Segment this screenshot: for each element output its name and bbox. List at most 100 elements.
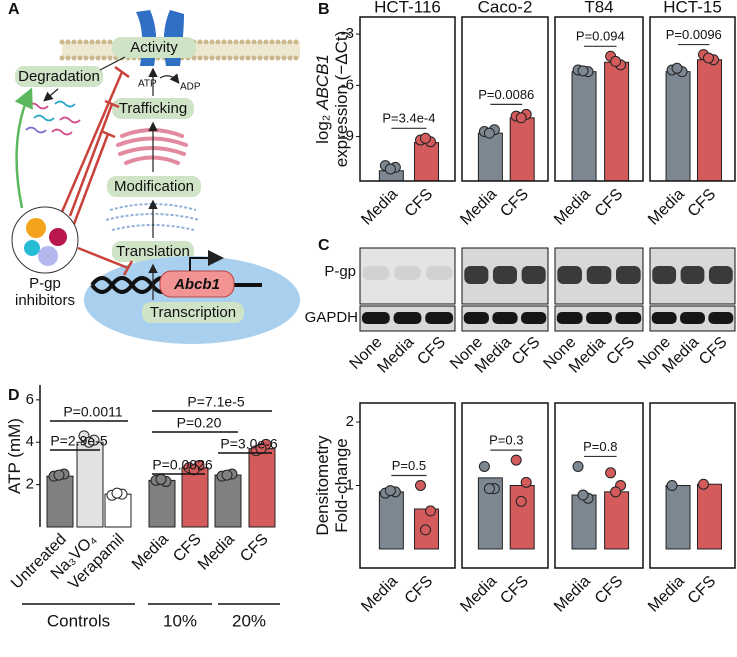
bar (697, 59, 722, 182)
degradation-arrow (14, 87, 33, 209)
data-point (605, 467, 617, 479)
y-axis-label: Fold-change (332, 438, 351, 533)
data-point (420, 524, 431, 536)
x-tick-label: Media (551, 186, 594, 229)
data-point (666, 480, 678, 491)
data-point (221, 469, 233, 481)
x-tick-label: CFS (592, 186, 627, 221)
lane-label: CFS (509, 334, 544, 369)
facet-frame (461, 402, 549, 569)
blot-band (464, 266, 489, 284)
trafficking-box (112, 98, 194, 119)
data-point (577, 489, 589, 501)
data-point (698, 478, 709, 490)
panel-label: A (8, 1, 20, 18)
x-tick-label: Media (195, 531, 238, 574)
gene-box (159, 270, 235, 298)
facet-frame (554, 16, 644, 182)
tss-arrow (189, 250, 224, 271)
data-point (478, 460, 490, 472)
data-point (53, 469, 65, 481)
y-tick-label: 6 (26, 391, 34, 408)
trafficking-label: Trafficking (119, 100, 187, 117)
x-tick-label: CFS (685, 573, 720, 608)
data-point (610, 55, 622, 67)
y-axis-label-part: Densitometry (313, 435, 332, 536)
data-point (425, 505, 436, 517)
data-point (577, 65, 589, 77)
blot-band (708, 312, 734, 324)
panel-label: C (318, 237, 330, 254)
bar (378, 491, 404, 550)
blot-band (708, 266, 733, 284)
blot-band (615, 312, 642, 324)
blot-band (586, 266, 612, 284)
y-tick-label: -9 (341, 128, 354, 145)
facet-title: HCT-116 (374, 0, 441, 16)
data-point (515, 495, 527, 507)
bar (477, 132, 503, 182)
inhibitor (24, 240, 40, 256)
p-value-label: P=0.3 (489, 433, 523, 448)
y-axis-label-part: expression (−ΔCt) (332, 31, 351, 168)
group-label: 10% (163, 611, 197, 630)
lane-label: CFS (414, 334, 449, 369)
dna (90, 276, 174, 294)
p-value-label: P=0.0011 (63, 404, 123, 420)
bar (665, 485, 691, 550)
y-tick-label: 1 (346, 476, 354, 493)
x-tick-label: CFS (237, 531, 272, 566)
gene-label: Abcb1 (173, 276, 220, 293)
panel-label: B (318, 1, 330, 18)
blot-band (680, 312, 705, 324)
y-axis-label-part: ATP (mM) (5, 418, 24, 494)
blot-band (651, 312, 677, 324)
inhibitor-label: P-gp (29, 275, 61, 292)
p-value-label: P=7.1e-5 (187, 394, 244, 410)
blot-band (521, 266, 546, 284)
y-axis-label-part: ABCB1 (313, 54, 332, 111)
y-axis-label: expression (−ΔCt) (332, 31, 351, 168)
p-value-label: P=0.0086 (478, 87, 534, 102)
facet-title: HCT-15 (663, 0, 722, 16)
x-tick-label: Media (457, 573, 500, 616)
blot-band (616, 266, 641, 284)
bar (604, 61, 630, 182)
bar (148, 479, 176, 528)
arrow (43, 88, 59, 102)
bar (214, 474, 242, 528)
x-tick-label: CFS (402, 186, 437, 221)
activity-box (112, 37, 196, 58)
y-tick-label: -6 (341, 76, 354, 93)
data-point (111, 487, 123, 499)
y-tick-label: 2 (26, 476, 34, 493)
facet-frame (359, 16, 456, 182)
y-tick-label: -3 (341, 25, 354, 42)
x-tick-label: CFS (402, 573, 437, 608)
lane-label: Media (374, 334, 417, 377)
blot-row-label: GAPDH (305, 309, 358, 326)
inhibition-lines (60, 65, 134, 276)
blot-band (394, 266, 421, 280)
blot-band (556, 312, 583, 324)
x-tick-label: Media (358, 573, 401, 616)
data-point (384, 485, 396, 497)
blot-band (680, 266, 705, 284)
lane-label: CFS (603, 334, 638, 369)
facet-frame (649, 16, 736, 182)
blot-band (586, 312, 612, 324)
blot-band (425, 312, 454, 324)
p-value-label: P=0.094 (576, 29, 625, 44)
bar (697, 483, 722, 550)
inhibitor-label: inhibitors (15, 292, 75, 309)
facet-title: T84 (584, 0, 613, 16)
nucleus (84, 256, 300, 344)
data-point (420, 132, 431, 144)
fragments (25, 100, 81, 136)
bar (46, 475, 74, 528)
p-value-label: P=0.8 (583, 439, 617, 454)
degradation-box (15, 66, 103, 87)
blot-band (652, 266, 677, 284)
golgi (116, 128, 188, 165)
blot-band (463, 312, 489, 324)
